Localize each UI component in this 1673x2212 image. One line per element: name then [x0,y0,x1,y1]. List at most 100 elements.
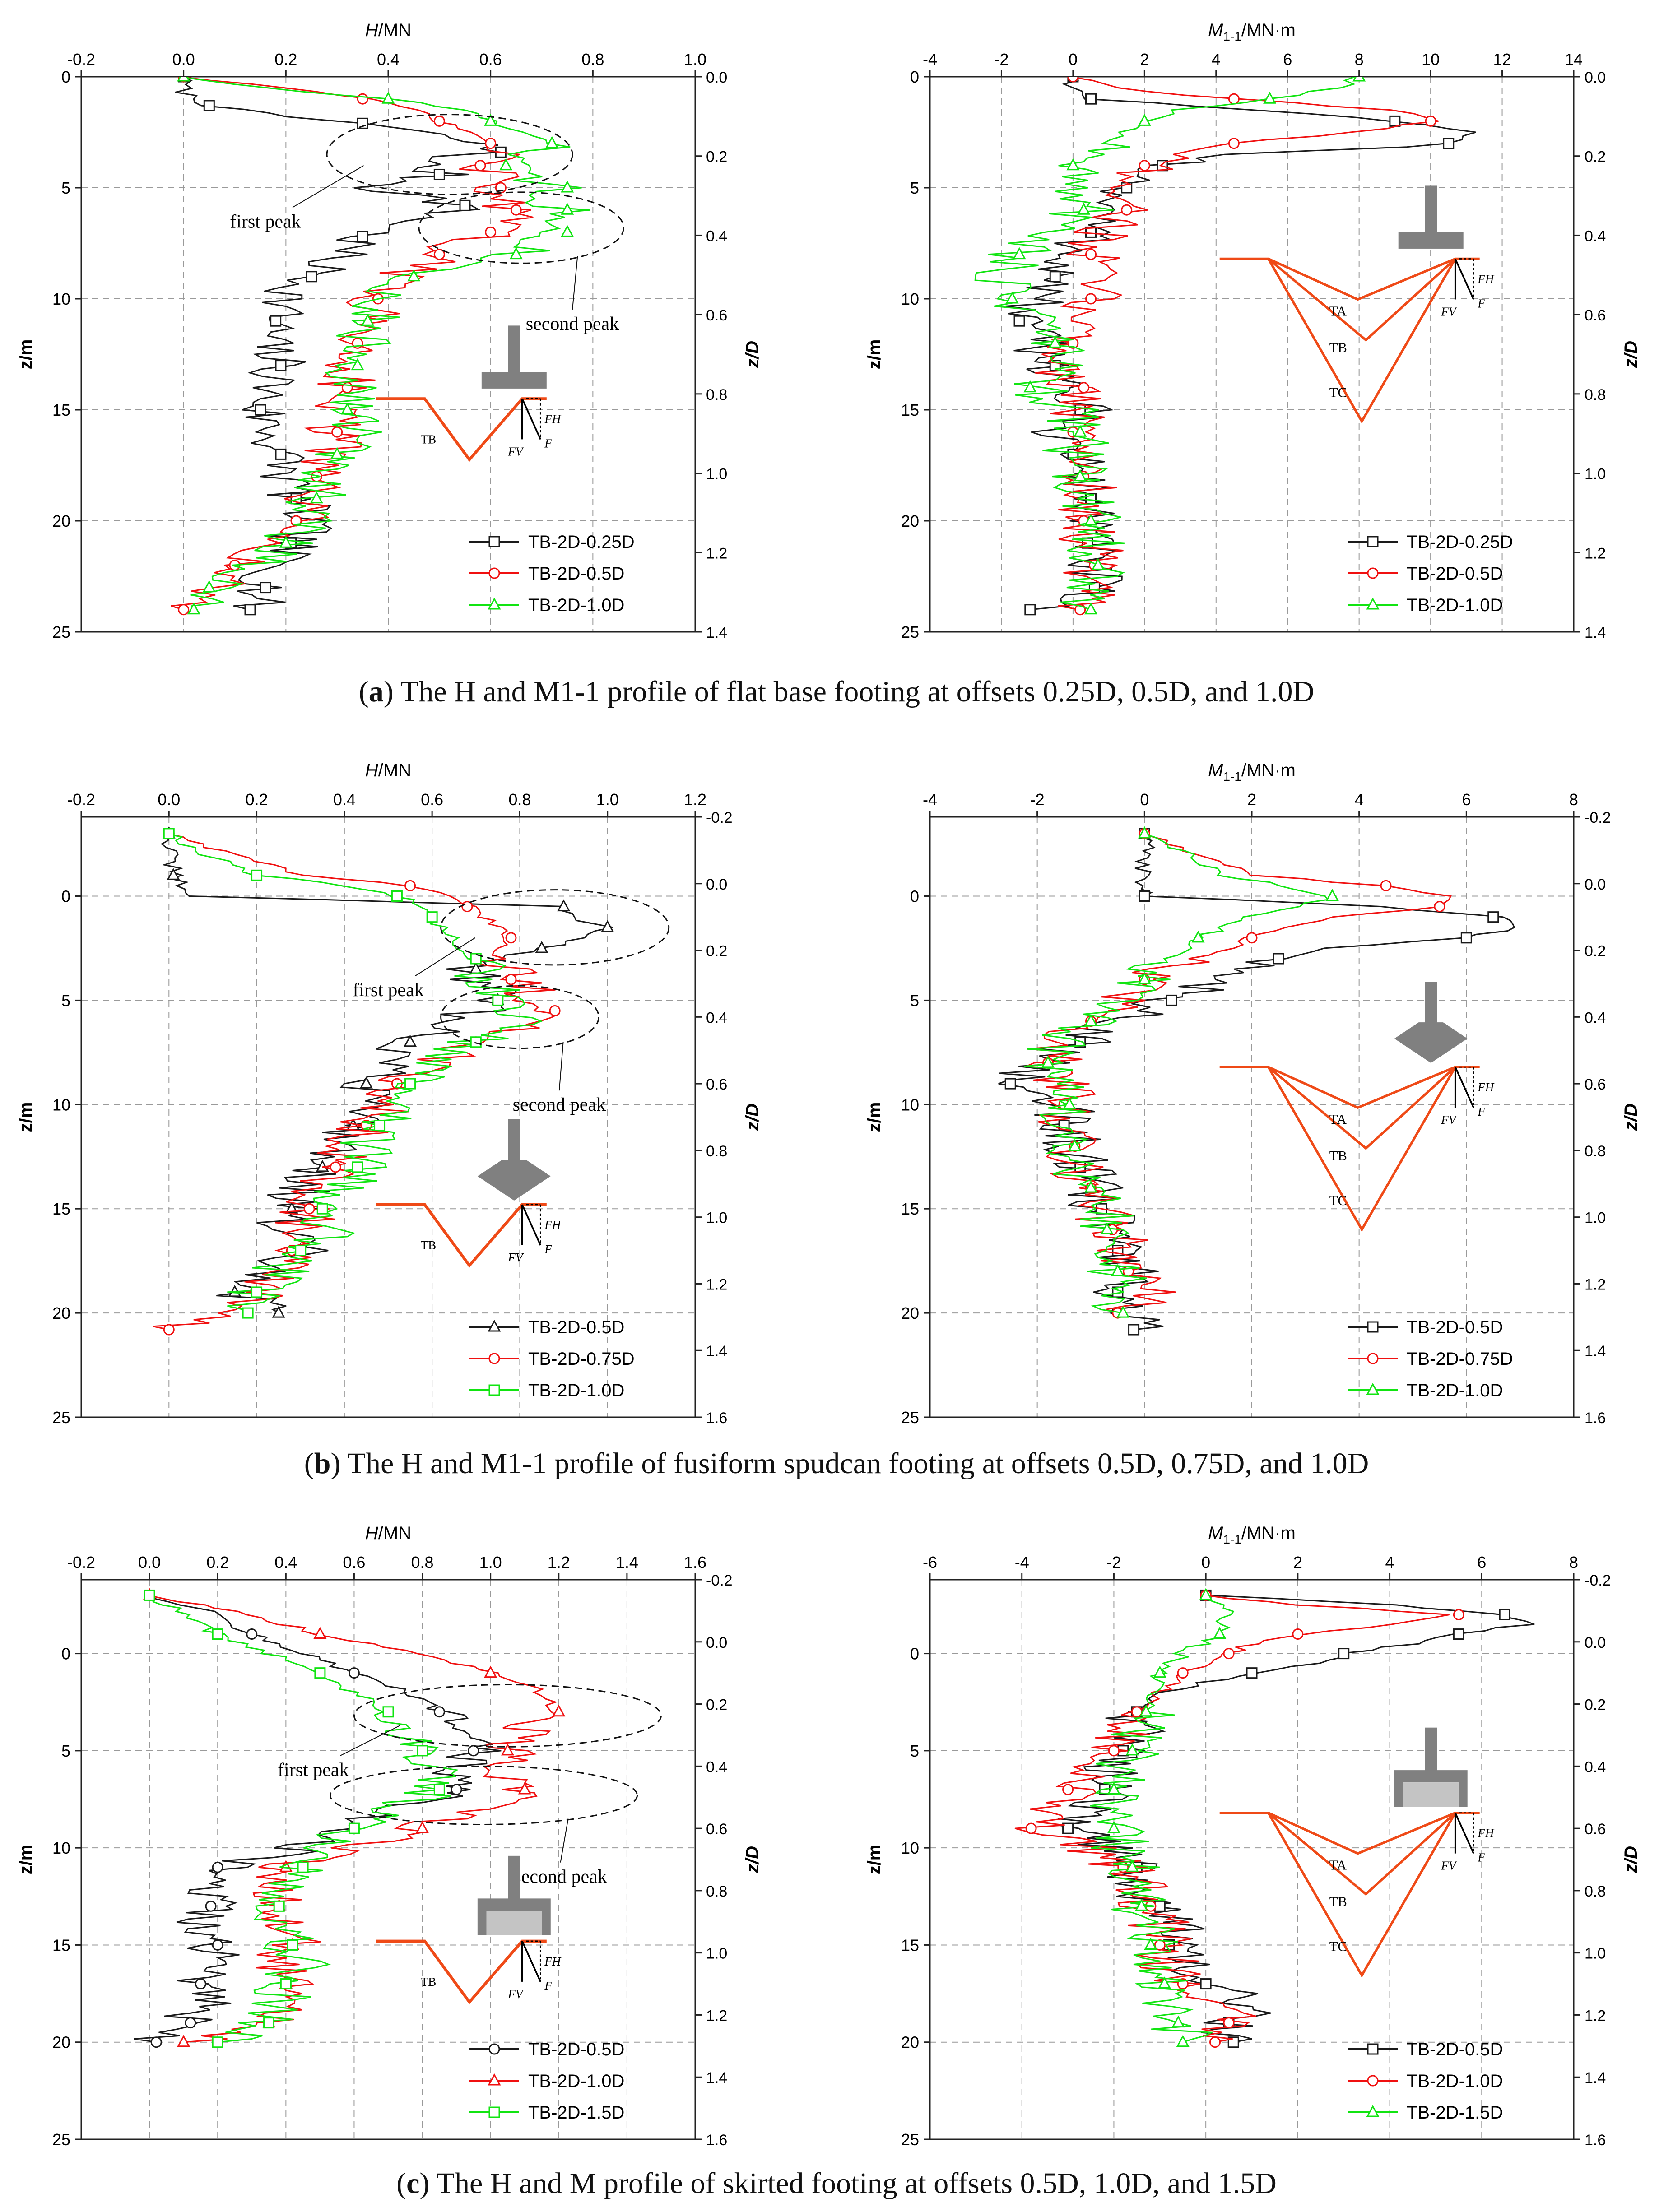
c3-inset-footing [1394,1022,1468,1063]
chart-b-left: -0.2 0.0 0.2 0.4 0.6 0.8 1.0 1.2 H/MN 0 5 10 15 20 25 z… [9,749,795,1444]
c0-series-2-marker [279,536,293,548]
c0-series-0-marker [203,100,215,111]
c4-y2tick-label: -0.2 [706,1572,733,1589]
c1-legend-label: TB-2D-1.0D [1407,595,1503,615]
c5-y2tick-label: 1.0 [1585,1945,1606,1962]
c1-series-2-marker [1013,247,1026,260]
c0-series-1-marker [433,115,445,127]
c0-series-1-marker [290,515,302,527]
c4-series-0-marker [185,2017,196,2029]
c0-series-2-marker [484,114,497,126]
c5-xtick-label: -4 [1015,1553,1029,1572]
c3-inset-label-tc: TC [1329,1193,1347,1208]
c0-xlabel: H/MN [365,20,411,40]
c4-y2tick-label: 0.2 [706,1697,727,1714]
c4-xtick-label: 0.0 [138,1553,161,1572]
c4-series-0-marker [150,2036,162,2048]
c2-series-2-marker [295,1245,307,1257]
c1-xtick-label: -2 [994,50,1008,69]
c2-inset-label-f: F [544,1243,552,1256]
c0-series-1-marker [433,249,445,260]
c0-second-peak-label: second peak [526,314,619,334]
c1-series-2-line [974,77,1356,611]
c1-ytick-label: 10 [901,290,919,308]
c0-inset-label-tb: TB [421,432,437,446]
c2-series-0-marker [535,941,548,953]
c2-xlabel: H/MN [365,761,411,780]
c4-series-0-marker [348,1667,360,1679]
c5-xtick-label: 4 [1385,1553,1394,1572]
c4-ytick-label: 0 [61,1645,70,1663]
c0-series-0-marker [275,448,287,460]
c3-inset-label-fh: FH [1477,1080,1494,1094]
c1-y2tick-label: 1.4 [1585,624,1606,641]
c2-series-1-marker [330,1161,341,1173]
c0-series-2-marker [407,269,421,282]
c4-xtick-label: 0.2 [206,1553,229,1572]
c2-xtick-label: 0.8 [508,790,531,809]
chart-a-left: -0.2 0.0 0.2 0.4 0.6 0.8 1.0 H/MN 0 5 10 15 20 25 z/m 0… [9,9,795,659]
c0-inset-label-fv: FV [507,445,524,458]
c4-series-0-marker [451,1784,462,1795]
c2-inset-footing [477,1159,551,1201]
c0-legend-marker [488,567,500,579]
c1-legend-label: TB-2D-0.25D [1407,532,1513,552]
caption-a-open: ( [358,675,369,708]
c4-legend-marker [488,2073,501,2086]
c5-y2tick-label: 0.6 [1585,1821,1606,1838]
c1-y2tick-label: 0.8 [1585,386,1606,403]
c0-series-2-marker [361,314,375,326]
c2-legend-marker [488,1384,500,1396]
c4-xtick-label: 1.6 [684,1553,706,1572]
c3-series-0-marker [1166,994,1177,1006]
c3-series-0-marker [1004,1078,1016,1090]
c1-xtick-label: -4 [923,50,937,69]
c1-frame [929,76,1575,633]
c3-y2tick-label: 1.2 [1585,1276,1606,1293]
c4-xtick-label: 0.8 [411,1553,434,1572]
c0-y2tick-label: 0.2 [706,148,727,166]
c1-ytick-label: 15 [901,401,919,419]
c1-series-2-marker [1138,114,1151,126]
c2-ytick-label: 10 [52,1095,70,1114]
c2-y2tick-label: -0.2 [706,809,733,826]
c1-plot: -4 -2 0 2 4 6 8 10 12 14 M1-1/MN·m 0 5 10 15 20 25 z/m 0.0… [864,20,1641,641]
c1-legend-label: TB-2D-0.5D [1407,564,1503,584]
c3-series-2-marker [1116,1305,1130,1318]
c0-peak-ellipse-1 [326,114,573,195]
c5-inset-label-tb: TB [1329,1894,1347,1910]
c0-series-0-marker [260,582,271,594]
c2-xtick-label: 0.6 [421,790,443,809]
c3-inset-f-arrow [1455,1067,1474,1108]
c1-inset-cavity-tc [1219,257,1480,424]
c0-inset-leg [508,325,520,375]
c3-xtick-label: -4 [923,790,937,809]
c1-y2tick-label: 0.2 [1585,148,1606,166]
c1-series-2-marker [1023,380,1037,393]
c4-series-2-marker [280,1978,292,1990]
c0-ylabel: z/m [16,339,36,370]
c5-series-0-marker [1062,1822,1074,1834]
c5-xlabel: M1-1/MN·m [1208,1523,1296,1546]
c4-ytick-label: 5 [61,1742,70,1760]
c2-series-2-marker [426,911,438,923]
c5-series-0-marker [1453,1628,1464,1640]
c5-legend-label: TB-2D-0.5D [1407,2040,1503,2059]
c2-series-1-marker [461,901,473,913]
c4-plot: -0.2 0.0 0.2 0.4 0.6 0.8 1.0 1.2 1.4 1.6 H/MN 0 5 10 1… [16,1523,762,2149]
c1-series-1-marker [1228,93,1240,105]
c4-series-1-marker [501,1743,514,1756]
c3-inset-label-tb: TB [1329,1148,1347,1164]
c0-y2label: z/D [743,341,762,368]
c2-ytick-label: 15 [52,1200,70,1218]
c4-series-2-line [147,1595,459,2043]
c1-series-1-marker [1067,337,1079,349]
c2-series-2-marker [404,1078,416,1090]
c5-inset-label-fh: FH [1477,1827,1494,1840]
c0-y2tick-label: 0.0 [706,69,727,86]
c4-ytick-label: 15 [52,1936,70,1954]
c5-inset-label-f: F [1477,1851,1485,1864]
c0-series-2-marker [177,77,191,82]
c4-xtick-label: 1.4 [616,1553,638,1572]
c0-xtick-label: -0.2 [67,50,95,69]
